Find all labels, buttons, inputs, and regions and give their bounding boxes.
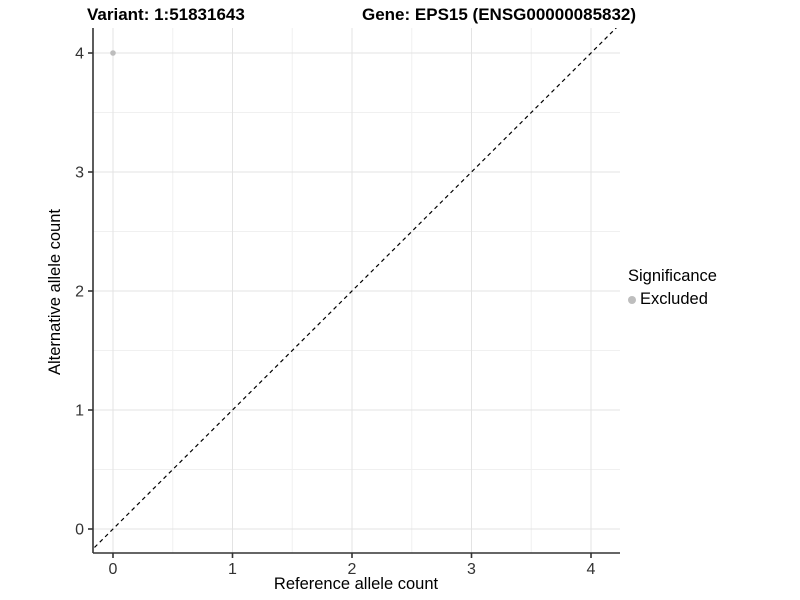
legend-point-icon xyxy=(628,295,636,304)
y-tick-label: 2 xyxy=(75,284,84,301)
legend-item-label: Excluded xyxy=(640,290,708,308)
legend-title: Significance xyxy=(628,267,717,285)
y-tick-label: 0 xyxy=(75,522,84,539)
y-tick-label: 1 xyxy=(75,403,84,420)
y-tick-label: 4 xyxy=(75,46,84,63)
plot-title-gene: Gene: EPS15 (ENSG00000085832) xyxy=(362,5,637,24)
identity-dashed-line xyxy=(93,28,617,550)
legend-item-excluded: Excluded xyxy=(628,290,717,309)
x-axis-title: Reference allele count xyxy=(273,575,439,593)
x-tick-label: 0 xyxy=(109,561,118,578)
y-tick-label: 3 xyxy=(75,165,84,182)
plot-title-variant: Variant: 1:51831643 xyxy=(87,5,245,24)
x-tick-label: 4 xyxy=(587,561,596,578)
x-tick-label: 1 xyxy=(228,561,237,578)
data-point xyxy=(110,50,116,56)
x-tick-label: 3 xyxy=(467,561,476,578)
x-tick-label: 2 xyxy=(348,561,357,578)
legend: Significance Excluded xyxy=(628,267,717,309)
y-axis-title: Alternative allele count xyxy=(46,209,64,376)
